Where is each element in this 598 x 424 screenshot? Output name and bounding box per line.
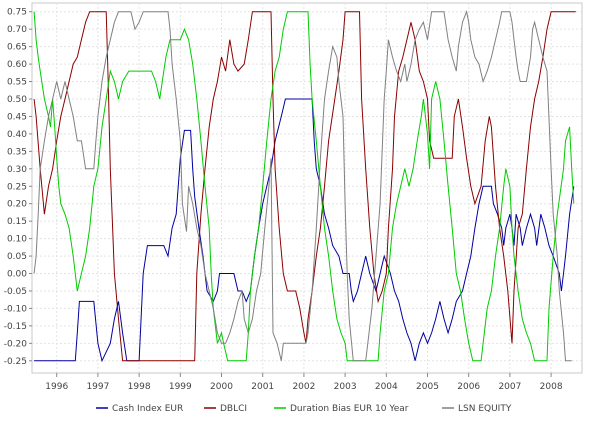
series-lines bbox=[33, 9, 576, 363]
x-tick-label: 2005 bbox=[416, 382, 439, 392]
plot-area bbox=[31, 2, 583, 374]
legend-label: Cash Index EUR bbox=[112, 404, 183, 414]
y-tick-label: 0.35 bbox=[7, 147, 27, 157]
x-tick-label: 2002 bbox=[292, 382, 315, 392]
y-tick-label: 0.30 bbox=[7, 165, 27, 175]
y-tick-label: 0.40 bbox=[7, 130, 27, 140]
legend-label: Duration Bias EUR 10 Year bbox=[290, 404, 409, 414]
x-axis: 1996 1997 1998 1999 2000 2001 2002 2003 2004 2005… bbox=[45, 373, 563, 392]
y-tick-label: 0.25 bbox=[7, 182, 27, 192]
y-tick-label: 0.50 bbox=[7, 95, 27, 105]
x-tick-label: 2008 bbox=[540, 382, 563, 392]
y-tick-label: -0.25 bbox=[4, 357, 27, 367]
y-tick-label: 0.15 bbox=[7, 217, 27, 227]
x-tick-label: 1998 bbox=[128, 382, 151, 392]
legend-label: DBLCI bbox=[220, 404, 247, 414]
x-tick-label: 1999 bbox=[169, 382, 192, 392]
y-tick-label: 0.65 bbox=[7, 43, 27, 53]
y-tick-label: 0.20 bbox=[7, 200, 27, 210]
series-line-3 bbox=[33, 9, 572, 362]
y-tick-label: 0.75 bbox=[7, 8, 27, 18]
y-tick-label: -0.15 bbox=[4, 322, 27, 332]
x-tick-label: 2004 bbox=[375, 382, 398, 392]
y-axis: -0.25 -0.20 -0.15 -0.10 -0.05 0.00 0.05 0.10 0.1… bbox=[4, 8, 32, 367]
y-tick-label: 0.00 bbox=[7, 270, 27, 280]
y-tick-label: 0.10 bbox=[7, 235, 27, 245]
series-line-2 bbox=[33, 11, 575, 362]
x-tick-label: 2006 bbox=[457, 382, 480, 392]
y-tick-label: -0.10 bbox=[4, 304, 28, 314]
x-tick-label: 2000 bbox=[210, 382, 233, 392]
series-line-1 bbox=[33, 11, 576, 362]
y-tick-label: 0.60 bbox=[7, 60, 27, 70]
legend-label: LSN EQUITY bbox=[458, 404, 512, 414]
y-tick-label: 0.70 bbox=[7, 25, 27, 35]
x-tick-label: 1997 bbox=[86, 382, 109, 392]
y-tick-label: 0.05 bbox=[7, 252, 27, 262]
legend: Cash Index EUR DBLCI Duration Bias EUR 10 … bbox=[96, 404, 512, 414]
y-tick-label: -0.05 bbox=[4, 287, 27, 297]
x-tick-label: 2001 bbox=[251, 382, 274, 392]
x-tick-label: 2003 bbox=[334, 382, 357, 392]
y-tick-label: -0.20 bbox=[4, 339, 28, 349]
x-tick-label: 2007 bbox=[498, 382, 521, 392]
x-tick-label: 1996 bbox=[45, 382, 68, 392]
series-line-0 bbox=[34, 98, 575, 363]
y-tick-label: 0.55 bbox=[7, 78, 27, 88]
y-tick-label: 0.45 bbox=[7, 112, 27, 122]
